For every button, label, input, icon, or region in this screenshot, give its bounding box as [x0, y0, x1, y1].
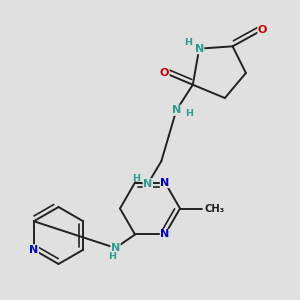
Text: N: N [143, 179, 152, 189]
Text: CH₃: CH₃ [205, 203, 225, 214]
Text: O: O [258, 25, 267, 35]
Text: H: H [109, 253, 116, 262]
Text: N: N [172, 105, 181, 115]
Text: N: N [29, 245, 38, 255]
Text: H: H [132, 174, 140, 183]
Text: N: N [111, 243, 120, 253]
Text: H: H [184, 38, 192, 46]
Text: H: H [185, 109, 193, 118]
Text: N: N [160, 178, 169, 188]
Text: O: O [160, 68, 169, 78]
Text: N: N [195, 44, 204, 54]
Text: N: N [160, 230, 169, 239]
